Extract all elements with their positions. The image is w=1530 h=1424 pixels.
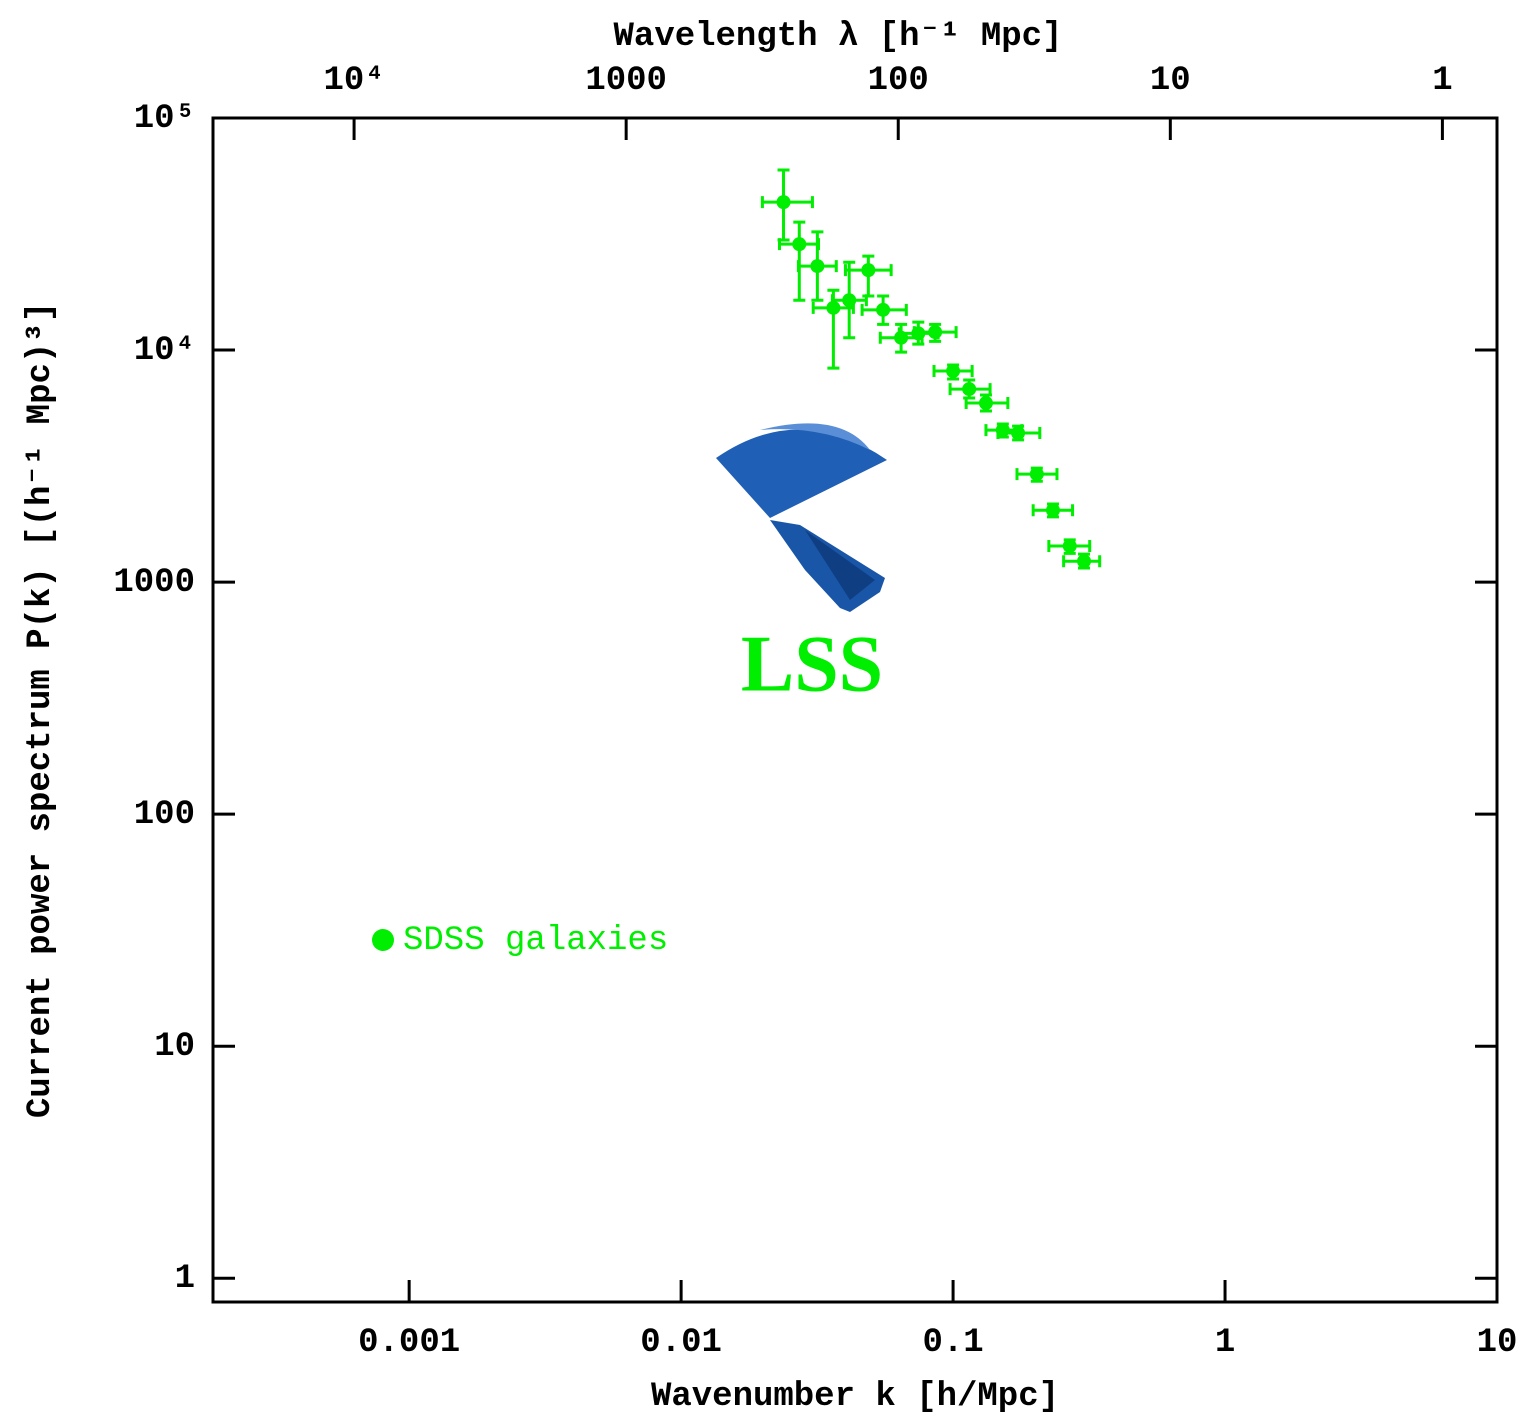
x2-tick-label: 10⁴ xyxy=(323,62,384,100)
x2-tick-label: 1 xyxy=(1432,62,1452,100)
y-axis-label: Current power spectrum P(k) [(h⁻¹ Mpc)³] xyxy=(22,302,60,1118)
data-point xyxy=(792,237,807,252)
x-tick-label: 0.1 xyxy=(922,1324,983,1362)
data-point xyxy=(962,382,977,397)
data-point xyxy=(776,195,791,210)
x-tick-label: 0.001 xyxy=(358,1324,460,1362)
data-point xyxy=(1029,467,1044,482)
y-tick-label: 1 xyxy=(175,1260,195,1298)
data-point xyxy=(946,364,961,379)
x2-tick-label: 10 xyxy=(1150,62,1191,100)
x-tick-label: 0.01 xyxy=(640,1324,722,1362)
plot-frame xyxy=(211,116,1499,1304)
y-tick-label: 10⁵ xyxy=(134,100,195,138)
annotation: LSS xyxy=(741,620,883,708)
y-tick-label: 10⁴ xyxy=(134,332,195,370)
x-tick-label: 1 xyxy=(1215,1324,1235,1362)
x2-tick-label: 100 xyxy=(868,62,929,100)
data-point xyxy=(876,302,891,317)
y-tick-label: 1000 xyxy=(113,564,195,602)
data-point xyxy=(810,259,825,274)
data-point xyxy=(1011,426,1026,441)
x2-axis-label: Wavelength λ [h⁻¹ Mpc] xyxy=(614,18,1063,56)
lss-icon xyxy=(716,423,887,612)
legend-marker xyxy=(372,929,394,951)
data-point xyxy=(1077,554,1092,569)
y-tick-label: 10 xyxy=(154,1028,195,1066)
data-point xyxy=(1045,503,1060,518)
x-tick-label: 10 xyxy=(1477,1324,1518,1362)
data-point xyxy=(826,300,841,315)
x2-tick-label: 1000 xyxy=(585,62,667,100)
y-tick-label: 100 xyxy=(134,796,195,834)
data-point xyxy=(842,293,857,308)
x-axis-label: Wavenumber k [h/Mpc] xyxy=(651,1378,1059,1416)
data-point xyxy=(978,396,993,411)
data-point xyxy=(928,325,943,340)
data-point xyxy=(861,263,876,278)
legend-label: SDSS galaxies xyxy=(403,922,668,960)
data-point xyxy=(1062,539,1077,554)
